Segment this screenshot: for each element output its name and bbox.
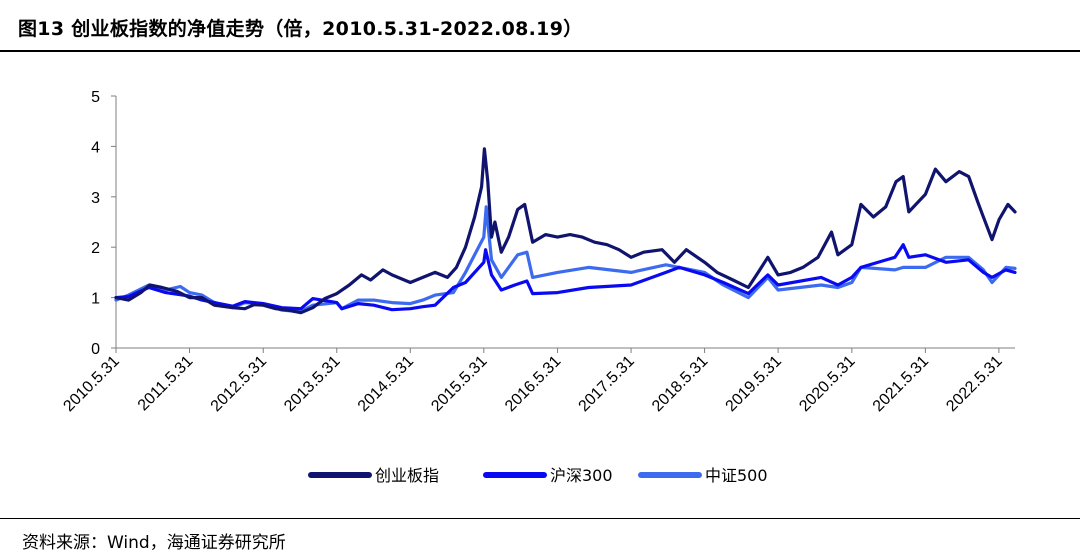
y-tick-label: 1	[91, 291, 100, 308]
x-tick-label: 2010.5.31	[60, 353, 122, 415]
chart-axes: 0 1 2 3 4 5 2010.5.31 2011.5.31 2012.5.31 2013.5.…	[60, 89, 1015, 415]
x-tick-label: 2019.5.31	[723, 353, 785, 415]
x-tick-label: 2017.5.31	[576, 353, 638, 415]
y-tick-label: 2	[91, 240, 100, 257]
legend-label-3: 中证500	[705, 466, 768, 485]
y-tick-label: 0	[91, 341, 100, 358]
legend-label-2: 沪深300	[550, 466, 613, 485]
y-tick-label: 4	[91, 139, 100, 156]
chart-title: 图13 创业板指数的净值走势（倍，2010.5.31-2022.08.19）	[18, 18, 583, 40]
x-tick-label: 2014.5.31	[355, 353, 417, 415]
x-tick-label: 2018.5.31	[649, 353, 711, 415]
legend-label-1: 创业板指	[375, 466, 439, 485]
y-tick-label: 5	[91, 89, 100, 106]
source-bar: 资料来源：Wind，海通证券研究所	[0, 518, 1080, 557]
title-bar: 图13 创业板指数的净值走势（倍，2010.5.31-2022.08.19）	[0, 0, 1080, 52]
x-tick-label: 2015.5.31	[428, 353, 490, 415]
x-tick-label: 2016.5.31	[502, 353, 564, 415]
y-tick-label: 3	[91, 190, 100, 207]
series-line-3	[114, 205, 1017, 314]
x-tick-label: 2021.5.31	[870, 353, 932, 415]
chart-series	[114, 147, 1017, 315]
series-line-1	[114, 147, 1017, 315]
x-tick-label: 2020.5.31	[796, 353, 858, 415]
series-line-2	[114, 243, 1017, 312]
x-tick-label: 2013.5.31	[281, 353, 343, 415]
x-tick-label: 2022.5.31	[943, 353, 1005, 415]
x-tick-label: 2011.5.31	[135, 353, 197, 415]
x-tick-label: 2012.5.31	[208, 353, 270, 415]
chart-legend: 创业板指 沪深300 中证500	[308, 466, 768, 485]
source-note: 资料来源：Wind，海通证券研究所	[22, 533, 286, 553]
chart-area: 0 1 2 3 4 5 2010.5.31 2011.5.31 2012.5.31 2013.5.…	[0, 52, 1080, 517]
line-chart: 0 1 2 3 4 5 2010.5.31 2011.5.31 2012.5.31 2013.5.…	[60, 89, 1017, 485]
